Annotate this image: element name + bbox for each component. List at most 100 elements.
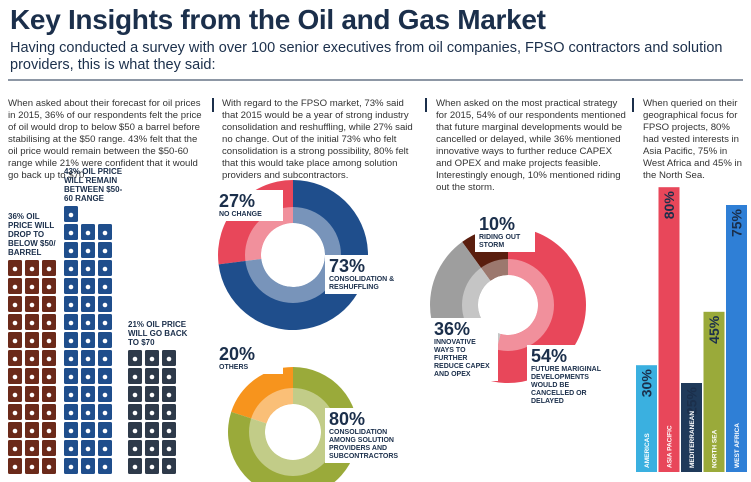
value-label: 36% [434, 319, 471, 339]
drop [102, 374, 108, 380]
donut-segment [231, 367, 293, 424]
drop [12, 428, 18, 434]
drop [46, 446, 52, 452]
value-label: 10% [479, 214, 516, 234]
drop [68, 284, 74, 290]
drop [12, 284, 18, 290]
donut-segment [488, 227, 586, 383]
callout: 10% RIDING OUT STORM [475, 213, 535, 252]
drop [29, 374, 35, 380]
drop [68, 374, 74, 380]
value-label: 45% [706, 315, 722, 344]
drop [29, 392, 35, 398]
drop [149, 428, 155, 434]
drop [68, 338, 74, 344]
drop [166, 446, 172, 452]
drop [29, 338, 35, 344]
segment-label: CONSOLIDATION AMONG SOLUTION PROVIDERS A… [329, 429, 399, 460]
group-caption: OIL PRICE WILL REMAIN BETWEEN $50-60 RAN… [64, 167, 123, 203]
drop [85, 284, 91, 290]
drop [68, 464, 74, 470]
callout: 73% CONSOLIDATION & RESHUFFLING [325, 255, 413, 294]
drop [68, 302, 74, 308]
drop [149, 374, 155, 380]
column-text: When asked about their forecast for oil … [8, 98, 202, 181]
drop [68, 212, 74, 218]
drop [46, 374, 52, 380]
bar [658, 187, 680, 472]
drop [166, 410, 172, 416]
drop [149, 356, 155, 362]
drop [166, 356, 172, 362]
drop [12, 356, 18, 362]
drop [102, 320, 108, 326]
column-text: With regard to the FPSO market, 73% said… [222, 98, 413, 181]
drop [29, 410, 35, 416]
callout: 36% INNOVATIVE WAYS TO FURTHER REDUCE CAP… [430, 318, 498, 381]
drop [85, 446, 91, 452]
drop [68, 230, 74, 236]
drop [12, 374, 18, 380]
bar [726, 205, 747, 472]
drop [12, 392, 18, 398]
drop [12, 410, 18, 416]
value-label: 75% [729, 208, 745, 237]
drop [132, 428, 138, 434]
drop [85, 320, 91, 326]
drop [166, 428, 172, 434]
drop [102, 392, 108, 398]
drop [85, 392, 91, 398]
drop [46, 356, 52, 362]
subtitle: Having conducted a survey with over 100 … [10, 40, 723, 73]
drop [29, 284, 35, 290]
drop [132, 356, 138, 362]
drop [68, 392, 74, 398]
drop [68, 428, 74, 434]
drop [85, 248, 91, 254]
drop [85, 374, 91, 380]
value-label: 21% [128, 320, 145, 329]
group-caption: OIL PRICE WILL GO BACK TO $70 [128, 320, 188, 347]
drop [12, 302, 18, 308]
group-label: 36% OIL PRICE WILL DROP TO BELOW $50/ BA… [8, 212, 64, 257]
value-label: 36% [8, 212, 25, 221]
inner-band [462, 259, 554, 351]
callout: 54% FUTURE MARIGINAL DEVELOPMENTS WOULD B… [527, 345, 617, 408]
drop [102, 302, 108, 308]
title: Key Insights from the Oil and Gas Market [10, 4, 546, 35]
value-label: 80% [661, 191, 677, 220]
inner-band [249, 388, 337, 476]
drop [68, 410, 74, 416]
drop [29, 320, 35, 326]
group-label: 21% OIL PRICE WILL GO BACK TO $70 [128, 320, 190, 347]
drop [46, 392, 52, 398]
drop [102, 248, 108, 254]
drop [29, 446, 35, 452]
drop [68, 356, 74, 362]
drop [102, 356, 108, 362]
drop [29, 464, 35, 470]
group-label: 43% OIL PRICE WILL REMAIN BETWEEN $50-60… [64, 167, 126, 203]
drop [166, 392, 172, 398]
drop [132, 464, 138, 470]
drop [102, 284, 108, 290]
icon-group [8, 260, 56, 474]
drop [29, 302, 35, 308]
drop [12, 464, 18, 470]
drop [68, 248, 74, 254]
bar-category: MEDITERRANEAN [689, 411, 696, 468]
icon-group [64, 206, 112, 474]
callout: 27% NO CHANGE [215, 190, 283, 221]
value-label: 80% [329, 409, 366, 429]
drop [166, 464, 172, 470]
column-text: When asked on the most practical strateg… [436, 98, 626, 193]
drop [85, 338, 91, 344]
drop [132, 446, 138, 452]
drop [149, 410, 155, 416]
drop [85, 230, 91, 236]
inner-band [245, 207, 341, 303]
drop [102, 464, 108, 470]
drop [12, 446, 18, 452]
drop [149, 392, 155, 398]
value-label: 20% [219, 344, 256, 364]
